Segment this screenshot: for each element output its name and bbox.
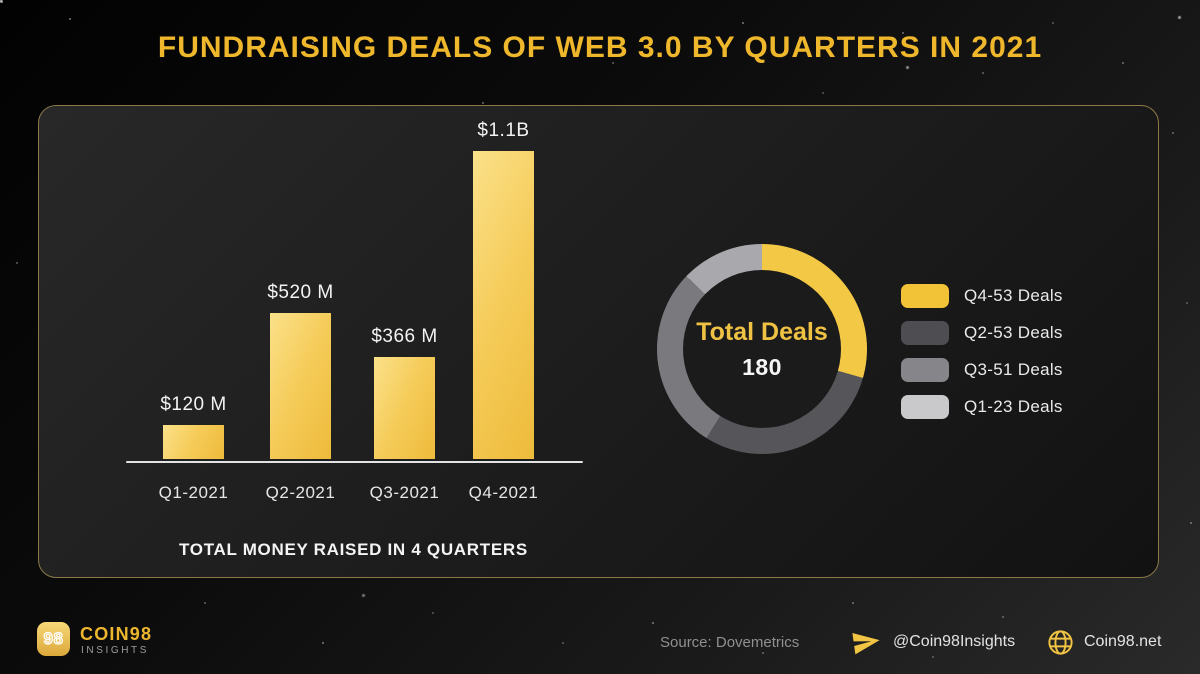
telegram-icon xyxy=(852,633,880,655)
telegram-handle: @Coin98Insights xyxy=(893,633,1016,650)
donut-chart-ring: Total Deals 180 xyxy=(657,244,867,454)
legend-label: Q2-53 Deals xyxy=(964,323,1063,342)
legend-label: Q3-51 Deals xyxy=(964,360,1063,379)
legend-swatch xyxy=(901,395,949,419)
legend-swatch xyxy=(901,321,949,345)
legend-item: Q3-51 Deals xyxy=(901,358,1063,382)
donut-center-value: 180 xyxy=(742,353,782,380)
donut-legend: Q4-53 Deals Q2-53 Deals Q3-51 Deals Q1-23 D… xyxy=(901,284,1063,419)
bar-value-label: $120 M xyxy=(160,394,227,415)
brand-subtitle: INSIGHTS xyxy=(81,645,150,656)
bar xyxy=(374,357,435,459)
bar-column: $366 M xyxy=(371,326,438,459)
x-axis-label: Q1-2021 xyxy=(158,483,229,502)
legend-label: Q1-23 Deals xyxy=(964,397,1063,416)
coin98-logo: 98 xyxy=(37,622,70,656)
x-axis-label: Q2-2021 xyxy=(265,483,336,502)
x-axis-label: Q4-2021 xyxy=(468,483,539,502)
legend-swatch xyxy=(901,284,949,308)
coin98-logo-text: 98 xyxy=(43,628,64,648)
legend-label: Q4-53 Deals xyxy=(964,286,1063,305)
bar xyxy=(270,313,331,459)
bar-chart-caption: TOTAL MONEY RAISED IN 4 QUARTERS xyxy=(179,540,528,559)
donut-center-label: Total Deals xyxy=(696,317,828,346)
legend-item: Q4-53 Deals xyxy=(901,284,1063,308)
source-credit: Source: Dovemetrics xyxy=(660,634,800,651)
bar-value-label: $1.1B xyxy=(477,120,530,141)
bar-value-label: $366 M xyxy=(371,326,438,347)
bar-value-label: $520 M xyxy=(267,282,334,303)
bar xyxy=(163,425,224,459)
bar-column: $120 M xyxy=(160,394,227,459)
legend-item: Q2-53 Deals xyxy=(901,321,1063,345)
bar xyxy=(473,151,534,459)
legend-swatch xyxy=(901,358,949,382)
brand-name: COIN98 xyxy=(80,624,153,644)
donut-hole: Total Deals 180 xyxy=(683,270,841,428)
bar-column: $1.1B xyxy=(473,120,534,459)
globe-icon xyxy=(1048,630,1073,655)
x-axis-label: Q3-2021 xyxy=(369,483,440,502)
website-link: Coin98.net xyxy=(1084,633,1162,650)
x-axis-line xyxy=(126,461,583,463)
bar-column: $520 M xyxy=(267,282,334,459)
legend-item: Q1-23 Deals xyxy=(901,395,1063,419)
content-panel: $120 M $520 M $366 M $1.1B Q1-2021 Q2-2021 Q3… xyxy=(38,105,1159,578)
page-title: FUNDRAISING DEALS OF WEB 3.0 BY QUARTERS… xyxy=(157,31,1043,64)
